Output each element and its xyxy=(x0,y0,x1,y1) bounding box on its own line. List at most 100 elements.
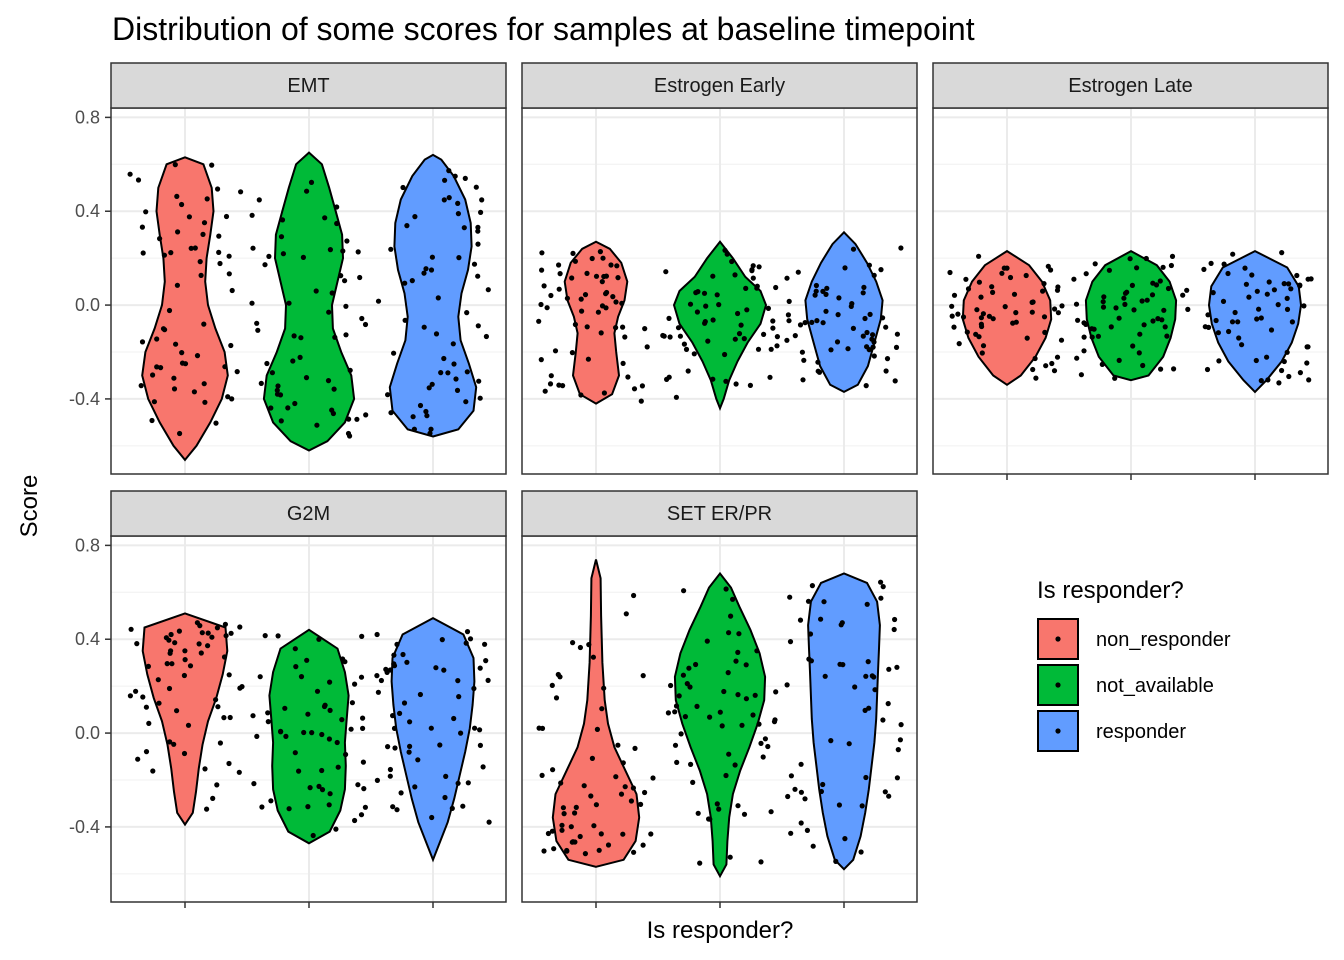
jitter-point xyxy=(278,729,284,735)
jitter-point xyxy=(556,286,562,292)
jitter-point xyxy=(758,740,764,747)
jitter-point xyxy=(441,667,447,673)
jitter-point xyxy=(818,616,824,622)
jitter-point xyxy=(744,307,750,313)
jitter-point xyxy=(200,231,206,237)
jitter-point xyxy=(475,273,481,279)
jitter-point xyxy=(836,802,843,808)
jitter-point xyxy=(1007,274,1014,281)
jitter-point xyxy=(963,276,969,282)
jitter-point xyxy=(614,263,620,269)
jitter-point xyxy=(1131,307,1137,313)
jitter-point xyxy=(301,729,307,736)
jitter-point xyxy=(473,184,479,190)
jitter-point xyxy=(821,599,827,605)
jitter-point xyxy=(949,313,955,319)
jitter-point xyxy=(836,295,842,301)
jitter-point xyxy=(600,255,606,261)
jitter-point xyxy=(640,673,646,679)
jitter-point xyxy=(359,315,365,322)
jitter-point xyxy=(216,249,222,255)
jitter-point xyxy=(1284,349,1290,355)
jitter-point xyxy=(362,321,369,328)
jitter-point xyxy=(978,315,985,321)
jitter-point xyxy=(964,329,970,335)
jitter-point xyxy=(348,726,354,732)
jitter-point xyxy=(1204,366,1211,373)
jitter-point xyxy=(296,768,302,774)
jitter-point xyxy=(1205,312,1211,318)
jitter-point xyxy=(146,720,152,727)
jitter-point xyxy=(278,418,284,424)
jitter-point xyxy=(1011,291,1018,297)
jitter-point xyxy=(597,249,604,255)
jitter-point xyxy=(893,344,900,350)
jitter-point xyxy=(980,311,987,317)
jitter-point xyxy=(374,777,380,784)
jitter-point xyxy=(462,175,468,181)
jitter-point xyxy=(544,305,550,311)
jitter-point xyxy=(792,786,798,792)
jitter-point xyxy=(1095,333,1101,339)
jitter-point xyxy=(250,713,256,719)
jitter-point xyxy=(892,616,898,623)
jitter-point xyxy=(618,791,625,797)
jitter-point xyxy=(894,775,901,781)
jitter-point xyxy=(234,369,240,375)
jitter-point xyxy=(686,665,692,671)
jitter-point xyxy=(956,341,962,347)
jitter-point xyxy=(392,745,398,751)
jitter-point xyxy=(589,255,595,262)
jitter-point xyxy=(548,373,554,379)
jitter-point xyxy=(275,633,281,639)
jitter-point xyxy=(1169,253,1176,259)
legend-label: responder xyxy=(1096,721,1186,743)
jitter-point xyxy=(453,376,459,382)
jitter-point xyxy=(774,343,780,349)
jitter-point xyxy=(1130,343,1136,349)
jitter-point xyxy=(886,793,892,799)
jitter-point xyxy=(951,324,957,330)
jitter-point xyxy=(756,721,762,727)
jitter-point xyxy=(1239,342,1245,348)
jitter-point xyxy=(464,629,471,635)
jitter-point xyxy=(716,302,722,308)
jitter-point xyxy=(979,323,985,330)
jitter-point xyxy=(1134,265,1140,271)
y-tick-label: -0.4 xyxy=(69,817,100,837)
jitter-point xyxy=(625,374,631,380)
jitter-point xyxy=(198,650,204,656)
jitter-point xyxy=(638,801,644,808)
jitter-point xyxy=(278,234,285,240)
jitter-point xyxy=(822,673,828,679)
jitter-point xyxy=(743,662,749,668)
jitter-point xyxy=(548,292,554,299)
jitter-point xyxy=(750,275,756,281)
legend-label: not_available xyxy=(1096,675,1214,697)
jitter-point xyxy=(362,804,368,810)
jitter-point xyxy=(352,817,358,824)
chart-title: Distribution of some scores for samples … xyxy=(112,11,975,47)
jitter-point xyxy=(723,586,729,592)
jitter-point xyxy=(677,333,684,339)
jitter-point xyxy=(467,636,474,642)
jitter-point xyxy=(850,325,857,331)
jitter-point xyxy=(861,284,867,290)
legend: Is responder? non_responder not_available… xyxy=(1037,577,1231,752)
jitter-point xyxy=(880,717,886,723)
jitter-point xyxy=(722,247,728,253)
jitter-point xyxy=(143,209,149,215)
jitter-point xyxy=(561,811,567,817)
jitter-point xyxy=(358,674,365,680)
jitter-point xyxy=(181,750,188,757)
jitter-point xyxy=(1071,276,1077,282)
jitter-point xyxy=(683,346,690,352)
facet-strip xyxy=(521,62,918,109)
jitter-point xyxy=(433,331,440,337)
jitter-point xyxy=(292,400,298,407)
jitter-point xyxy=(202,766,208,772)
jitter-point xyxy=(805,598,812,604)
jitter-point xyxy=(858,849,864,855)
jitter-point xyxy=(1161,307,1167,313)
jitter-point xyxy=(743,696,750,702)
